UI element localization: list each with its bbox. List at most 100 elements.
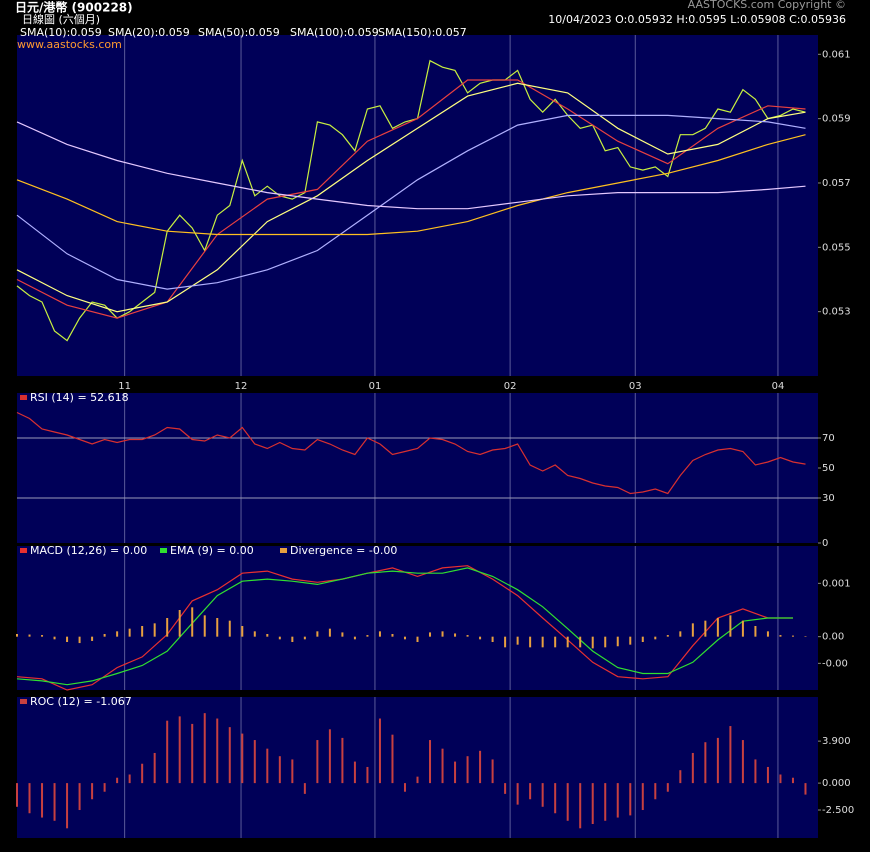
bar (479, 636, 482, 640)
bar (691, 623, 694, 637)
bar (641, 636, 644, 642)
bar (191, 607, 194, 637)
bar (529, 636, 532, 648)
bar (729, 726, 732, 784)
bar (278, 756, 281, 784)
bar (766, 766, 769, 784)
bar (16, 634, 18, 637)
bar (604, 783, 607, 821)
bar (28, 783, 31, 814)
bar (166, 618, 169, 637)
bar (378, 718, 381, 784)
y-tick-label: 0.061 (822, 49, 851, 60)
y-tick-label: 0.001 (822, 578, 851, 589)
bar (529, 783, 532, 800)
y-tick-label: 50 (822, 463, 835, 474)
legend-swatch (280, 548, 287, 553)
series-line (16, 79, 806, 319)
bar (691, 752, 694, 784)
bar (91, 636, 94, 641)
bar (504, 636, 507, 648)
y-tick-label: -2.500 (822, 805, 854, 816)
bar (103, 634, 106, 637)
bar (566, 636, 569, 648)
bar (41, 783, 44, 818)
chart-title: 日元/港幣 (900228) (15, 0, 133, 15)
bar (416, 776, 419, 784)
copyright: AASTOCKS.com Copyright © (688, 0, 846, 11)
legend-entry: RSI (14) = 52.618 (30, 391, 129, 404)
bar (341, 632, 344, 637)
y-tick-label: 0.053 (822, 307, 851, 318)
bar (391, 634, 394, 637)
bar (454, 761, 457, 784)
panel (17, 35, 818, 376)
bar (403, 783, 406, 792)
bar (341, 737, 344, 784)
series-line (16, 121, 806, 210)
bar (103, 783, 106, 792)
x-tick-label: 04 (772, 381, 785, 392)
panel (17, 393, 818, 543)
bar (128, 628, 131, 637)
bar (303, 636, 306, 640)
bar (216, 718, 219, 784)
legend-entry: SMA(150):0.057 (378, 26, 467, 39)
bar (191, 723, 194, 784)
bar (741, 620, 744, 637)
bar (716, 737, 719, 784)
bar (291, 759, 294, 784)
bar (141, 626, 144, 637)
bar (591, 783, 594, 825)
bar (116, 631, 119, 637)
bar (266, 748, 269, 784)
bar (804, 636, 807, 637)
bar (291, 636, 294, 642)
bar (78, 783, 81, 811)
bar (679, 631, 682, 637)
bar (779, 774, 782, 784)
website: www.aastocks.com (17, 38, 122, 51)
y-tick-label: 0.000 (822, 778, 851, 789)
bar (353, 636, 356, 640)
bar (28, 634, 31, 637)
bar (403, 636, 406, 640)
legend-swatch (20, 548, 27, 553)
x-tick-label: 01 (369, 381, 382, 392)
bar (78, 636, 81, 644)
y-tick-label: 0.057 (822, 178, 851, 189)
y-tick-label: 0 (822, 538, 828, 549)
bar (253, 631, 256, 637)
bar (253, 740, 256, 784)
bar (516, 783, 519, 805)
bar (779, 635, 782, 637)
bar (53, 783, 56, 821)
bar (666, 783, 669, 792)
bar (41, 635, 44, 637)
bar (479, 750, 482, 784)
x-tick-label: 11 (118, 381, 131, 392)
bar (591, 636, 594, 649)
bar (579, 636, 582, 648)
bar (666, 635, 669, 637)
legend-entry: SMA(100):0.059 (290, 26, 379, 39)
bar (366, 766, 369, 784)
bar (716, 618, 719, 637)
bar (216, 618, 219, 637)
panel (17, 546, 818, 690)
legend-entry: SMA(50):0.059 (198, 26, 280, 39)
y-tick-label: 3.900 (822, 736, 851, 747)
bar (504, 783, 507, 794)
bar (679, 770, 682, 784)
quote: 10/04/2023 O:0.05932 H:0.0595 L:0.05908 … (548, 13, 846, 26)
bar (366, 635, 369, 637)
bar (491, 759, 494, 784)
series-line (16, 134, 806, 236)
bar (754, 759, 757, 784)
bar (541, 636, 544, 648)
bar (353, 761, 356, 784)
bar (416, 636, 419, 642)
bar (729, 615, 732, 637)
bar (604, 636, 607, 648)
